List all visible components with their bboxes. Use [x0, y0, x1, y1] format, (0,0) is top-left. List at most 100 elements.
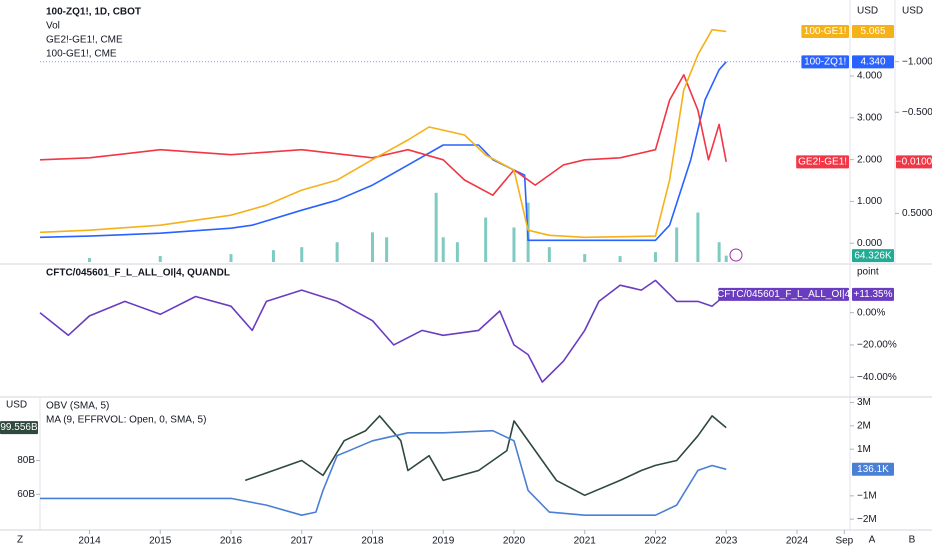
y-tick-label: 0.00%: [857, 307, 885, 318]
price-tag-value: 99.556B: [0, 422, 38, 433]
volume-bar: [300, 247, 304, 262]
legend-entry: Vol: [46, 21, 60, 32]
y-tick-label: −40.00%: [857, 372, 897, 383]
y2-axis-title: USD: [902, 6, 923, 17]
price-tag-value: 4.340: [860, 56, 885, 67]
series-line: [40, 429, 727, 516]
price-tag-value: 136.1K: [857, 464, 889, 475]
legend-entry: GE2!-GE1!, CME: [46, 35, 123, 46]
legend-entry: MA (9, EFFRVOL: Open, 0, SMA, 5): [46, 415, 206, 426]
volume-bar: [455, 242, 459, 262]
y2-tick-label: −2M: [857, 514, 877, 525]
price-tag-box: [896, 155, 932, 169]
x-tick-label: 2017: [291, 536, 314, 547]
x-tick-label: 2020: [503, 536, 526, 547]
x-tick-label: 2015: [149, 536, 172, 547]
price-tag-box: [852, 287, 894, 301]
price-tag-value: 64.326K: [854, 250, 892, 261]
y-axis-title: USD: [857, 6, 878, 17]
price-tag: −0.0100 GE2!-GE1!: [796, 155, 932, 169]
price-tag-name-box: [801, 25, 849, 39]
y2-tick-label: −1M: [857, 490, 877, 501]
price-tag-name-box: [718, 287, 849, 301]
x-tick-label: 2023: [715, 536, 738, 547]
x-tick-label: Sep: [835, 536, 853, 547]
y2-tick-label: 0.5000: [902, 208, 932, 219]
y2-tick-label: −0.5000: [902, 107, 932, 118]
x-tick-label: 2021: [574, 536, 597, 547]
y-tick-label: 0.000: [857, 238, 882, 249]
y-tick-label: 60B: [17, 489, 35, 500]
price-tag: 5.065 100-GE1!: [801, 25, 894, 39]
price-tag-box: [852, 462, 894, 476]
volume-bar: [434, 192, 438, 262]
legend-entry: OBV (SMA, 5): [46, 401, 109, 412]
volume-bar: [653, 252, 657, 262]
volume-bar: [717, 242, 721, 262]
volume-bar: [158, 256, 162, 262]
y-axis-title: point: [857, 267, 879, 278]
series-line: [39, 279, 727, 383]
volume-bar: [385, 237, 389, 262]
y-tick-label: 80B: [17, 455, 35, 466]
price-tag: 99.556B: [0, 421, 38, 435]
price-tag-value: 5.065: [860, 26, 885, 37]
volume-bar: [724, 255, 728, 262]
price-tag: +11.35%CFTC/045601_F_L_ALL_OI|4: [717, 287, 894, 301]
x-tick-label: 2024: [786, 536, 809, 547]
pane-title: 100-ZQ1!, 1D, CBOT: [46, 7, 141, 18]
y-tick-label: 2.000: [857, 154, 882, 165]
volume-bar: [512, 227, 516, 262]
price-tag-box: [852, 249, 894, 263]
x-tick-label: 2018: [361, 536, 384, 547]
x-tick-label: 2016: [220, 536, 243, 547]
price-tag-value: +11.35%: [853, 289, 892, 300]
price-tag-name: CFTC/045601_F_L_ALL_OI|4: [717, 289, 851, 300]
volume-bar: [229, 254, 233, 262]
series-line: [244, 415, 727, 497]
volume-bar: [484, 217, 488, 262]
pane-title: CFTC/045601_F_L_ALL_OI|4, QUANDL: [46, 268, 230, 279]
volume-bar: [335, 242, 339, 262]
price-tag-name: 100-ZQ1!: [804, 56, 846, 67]
legend-entry: 100-GE1!, CME: [46, 49, 117, 60]
y2-tick-label: −1.0000: [902, 56, 932, 67]
y-tick-label: 3.000: [857, 112, 882, 123]
lightning-icon[interactable]: [729, 248, 743, 262]
volume-bar: [547, 247, 551, 262]
volume-bar: [271, 250, 275, 262]
price-tag-name: 100-GE1!: [804, 26, 847, 37]
price-tag: 64.326K: [852, 249, 894, 263]
y-axis-title: USD: [6, 400, 27, 411]
y2-tick-label: 2M: [857, 420, 871, 431]
y2-tick-label: 3M: [857, 397, 871, 408]
y-tick-label: 1.000: [857, 196, 882, 207]
volume-bar: [441, 237, 445, 262]
price-tag: 136.1K: [852, 462, 894, 476]
toolbar-button[interactable]: Z: [17, 535, 23, 546]
toolbar-button[interactable]: B: [909, 535, 916, 546]
volume-bar: [675, 227, 679, 262]
price-tag-box: [0, 421, 38, 435]
volume-bar: [618, 256, 622, 262]
toolbar-button[interactable]: A: [869, 535, 876, 546]
price-tag-box: [852, 25, 894, 39]
volume-bar: [583, 254, 587, 262]
x-tick-label: 2014: [78, 536, 101, 547]
x-tick-label: 2022: [644, 536, 667, 547]
volume-bar: [88, 258, 92, 262]
price-tag-name-box: [796, 155, 849, 169]
x-tick-label: 2019: [432, 536, 455, 547]
y-tick-label: −20.00%: [857, 340, 897, 351]
price-tag: 4.340 100-ZQ1!: [801, 55, 894, 69]
y-tick-label: 4.000: [857, 71, 882, 82]
price-tag-name: GE2!-GE1!: [798, 156, 847, 167]
volume-bar: [370, 232, 374, 262]
series-line: [39, 28, 727, 239]
price-tag-value: −0.0100: [896, 156, 932, 167]
price-tag-box: [852, 55, 894, 69]
series-line: [39, 74, 727, 196]
y2-tick-label: 1M: [857, 444, 871, 455]
